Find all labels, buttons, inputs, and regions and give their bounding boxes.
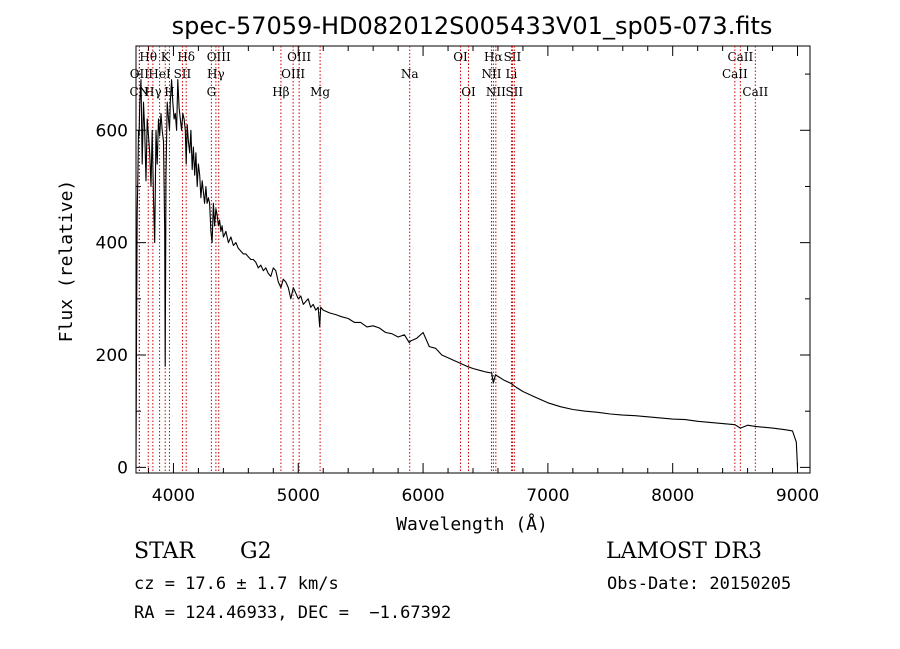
obs-date-text: Obs-Date: 20150205 bbox=[607, 574, 792, 594]
x-tick-label: 9000 bbox=[776, 486, 819, 506]
redshift-text: cz = 17.6 ± 1.7 km/s bbox=[134, 574, 339, 594]
spectral-line-label: G bbox=[207, 85, 217, 99]
x-tick-label: 4000 bbox=[152, 486, 195, 506]
spectral-line-label: OIII bbox=[207, 50, 231, 64]
spectral-line-label: Na bbox=[401, 67, 419, 81]
spectral-line-label: Hθ bbox=[139, 50, 157, 64]
y-tick-label: 200 bbox=[96, 346, 128, 366]
spectral-line-label: NII bbox=[486, 85, 506, 99]
spectral-line-label: SII bbox=[174, 67, 192, 81]
y-axis-label: Flux (relative) bbox=[56, 180, 77, 343]
spectral-line-label: HeI bbox=[148, 67, 171, 81]
spectral-line-label: NII bbox=[481, 67, 501, 81]
spectral-line-label: Mg bbox=[310, 85, 330, 99]
spectral-line-label: CaII bbox=[727, 50, 753, 64]
x-axis-label: Wavelength (Å) bbox=[396, 513, 548, 535]
y-tick-label: 400 bbox=[96, 234, 128, 254]
spectral-line-label: Li bbox=[506, 67, 518, 81]
spectrum-line bbox=[135, 79, 799, 468]
spectral-line-label: K bbox=[161, 50, 171, 64]
x-tick-label: 6000 bbox=[401, 486, 444, 506]
spectral-line-label: Hδ bbox=[177, 50, 195, 64]
y-tick-label: 600 bbox=[96, 121, 128, 141]
spectral-line-label: CaII bbox=[722, 67, 748, 81]
y-tick-label: 0 bbox=[117, 458, 128, 478]
spectral-line-label: OIII bbox=[287, 50, 311, 64]
x-tick-label: 8000 bbox=[651, 486, 694, 506]
x-tick-label: 7000 bbox=[526, 486, 569, 506]
spectral-line-label: Hγ bbox=[207, 67, 225, 81]
spectral-line-label: H bbox=[164, 85, 174, 99]
spectral-line-label: OI bbox=[461, 85, 476, 99]
spectral-line-label: CN bbox=[130, 85, 150, 99]
plot-area: 4000 5000 6000 7000 8000 90000200400600HθOIIC… bbox=[96, 45, 819, 506]
spectral-line-label: Hα bbox=[484, 50, 503, 64]
spectral-line-label: Hγ bbox=[144, 85, 162, 99]
chart-title: spec-57059-HD082012S005433V01_sp05-073.f… bbox=[172, 12, 773, 40]
spectral-line-label: SII bbox=[505, 85, 523, 99]
object-subclass: G2 bbox=[240, 539, 272, 564]
x-tick-label: 5000 bbox=[277, 486, 320, 506]
plot-frame bbox=[135, 45, 811, 474]
coordinates-text: RA = 124.46933, DEC = −1.67392 bbox=[134, 603, 452, 623]
spectral-line-label: Hβ bbox=[272, 85, 289, 99]
spectral-line-label: OI bbox=[453, 50, 468, 64]
object-class: STAR bbox=[134, 539, 195, 564]
spectral-line-label: SII bbox=[504, 50, 522, 64]
spectral-line-label: OIII bbox=[281, 67, 305, 81]
spectral-line-label: CaII bbox=[742, 85, 768, 99]
survey-name: LAMOST DR3 bbox=[606, 539, 762, 564]
